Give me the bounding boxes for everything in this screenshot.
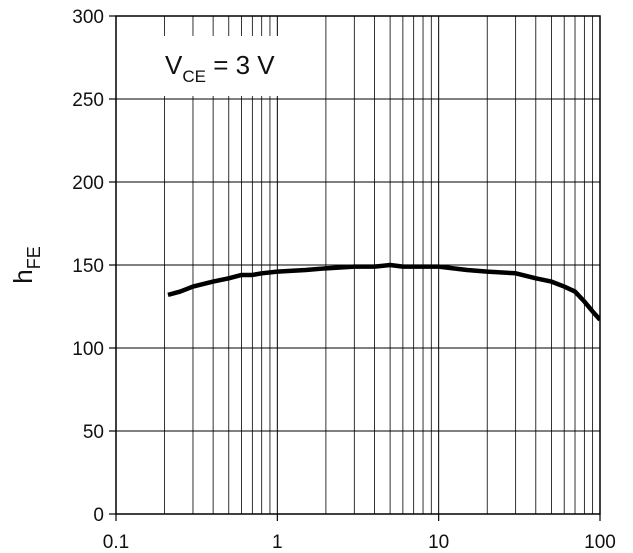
annotation-rest: = 3 V: [206, 50, 275, 80]
series-layer: [167, 262, 600, 322]
y-tick-label: 150: [72, 256, 104, 277]
y-axis-label-sub: FE: [24, 246, 44, 269]
y-tick-label: 50: [83, 422, 104, 443]
annotation-main: V: [165, 50, 183, 80]
annotation-box: [158, 36, 302, 96]
y-tick-label: 100: [72, 339, 104, 360]
x-tick-label: 10: [428, 532, 449, 553]
x-tick-label: 1: [272, 532, 283, 553]
y-axis-label: hFE: [8, 246, 44, 283]
y-tick-label: 300: [72, 7, 104, 28]
series-line-hfe: [167, 262, 600, 322]
x-tick-label: 100: [584, 532, 616, 553]
tick-label-layer: 0 50 100 150 200 250 300 0.1 1 10 100: [72, 7, 616, 553]
annotation-sub: CE: [182, 67, 206, 86]
y-tick-label: 250: [72, 90, 104, 111]
y-axis-label-main: h: [8, 269, 38, 283]
y-tick-label: 0: [93, 505, 104, 526]
x-tick-label: 0.1: [103, 532, 129, 553]
y-tick-label: 200: [72, 173, 104, 194]
annotation-group: VCE = 3 V: [158, 36, 302, 96]
vce-annotation: VCE = 3 V: [165, 50, 275, 86]
